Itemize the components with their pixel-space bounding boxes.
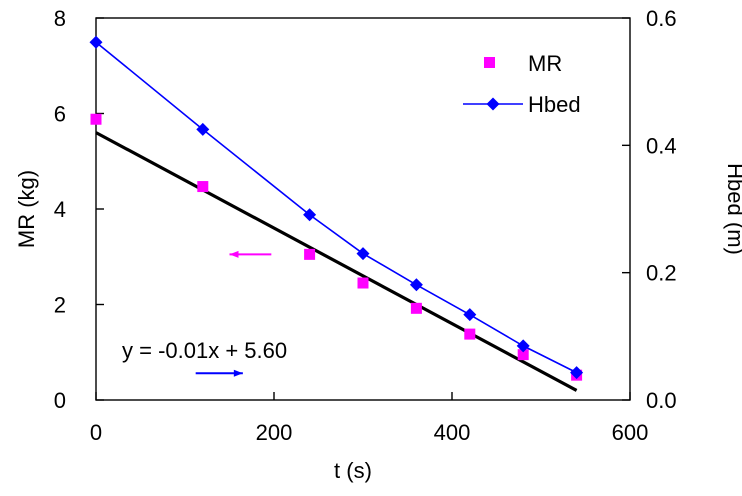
y-right-tick-label: 0.4 — [646, 133, 677, 158]
arrow-head-left — [229, 250, 239, 258]
y-right-tick-label: 0.2 — [646, 261, 677, 286]
axes: 0 200 400 600 t (s) 0 2 4 6 8 MR (kg) 0.0 0.2 0.4 0.6 H… — [14, 6, 742, 483]
x-tick-label: 200 — [256, 420, 293, 445]
data-point-mr — [410, 302, 422, 314]
legend-marker-mr — [484, 57, 495, 68]
data-point-hbed — [463, 308, 477, 322]
trendline-equation: y = -0.01x + 5.60 — [122, 338, 287, 363]
data-point-mr — [90, 113, 102, 125]
legend-marker-hbed — [486, 97, 500, 111]
trendline — [95, 131, 578, 392]
data-point-mr — [304, 248, 316, 260]
y-left-tick-label: 6 — [54, 102, 66, 127]
y-left-tick-label: 8 — [54, 6, 66, 31]
arrow-head-right — [233, 369, 243, 377]
x-tick-label: 600 — [612, 420, 649, 445]
y-left-tick-label: 0 — [54, 388, 66, 413]
data-point-hbed — [570, 366, 584, 380]
y-right-tick-label: 0.0 — [646, 388, 677, 413]
data-point-hbed — [516, 339, 530, 353]
x-axis-title: t (s) — [334, 458, 372, 483]
data-point-hbed — [89, 35, 103, 49]
data-point-mr — [197, 181, 209, 193]
legend-label-mr: MR — [528, 51, 562, 76]
y-left-tick-label: 2 — [54, 293, 66, 318]
x-tick-label: 400 — [434, 420, 471, 445]
annotations-group — [195, 250, 272, 377]
legend-label-hbed: Hbed — [528, 92, 581, 117]
y-left-tick-label: 4 — [54, 197, 66, 222]
data-point-mr — [357, 277, 369, 289]
y-right-tick-label: 0.6 — [646, 6, 677, 31]
x-tick-label: 0 — [90, 420, 102, 445]
data-point-mr — [464, 328, 476, 340]
data-point-mr — [517, 349, 529, 361]
data-point-hbed — [356, 247, 370, 261]
data-point-hbed — [409, 278, 423, 292]
series-group — [89, 35, 584, 381]
data-point-hbed — [303, 208, 317, 222]
data-point-hbed — [196, 122, 210, 136]
y-right-axis-title: Hbed (m) — [723, 163, 742, 255]
series-line-hbed — [95, 41, 577, 374]
legend: MR Hbed — [463, 51, 581, 117]
y-left-axis-title: MR (kg) — [14, 170, 39, 248]
trendline-group: y = -0.01x + 5.60 — [95, 131, 578, 392]
